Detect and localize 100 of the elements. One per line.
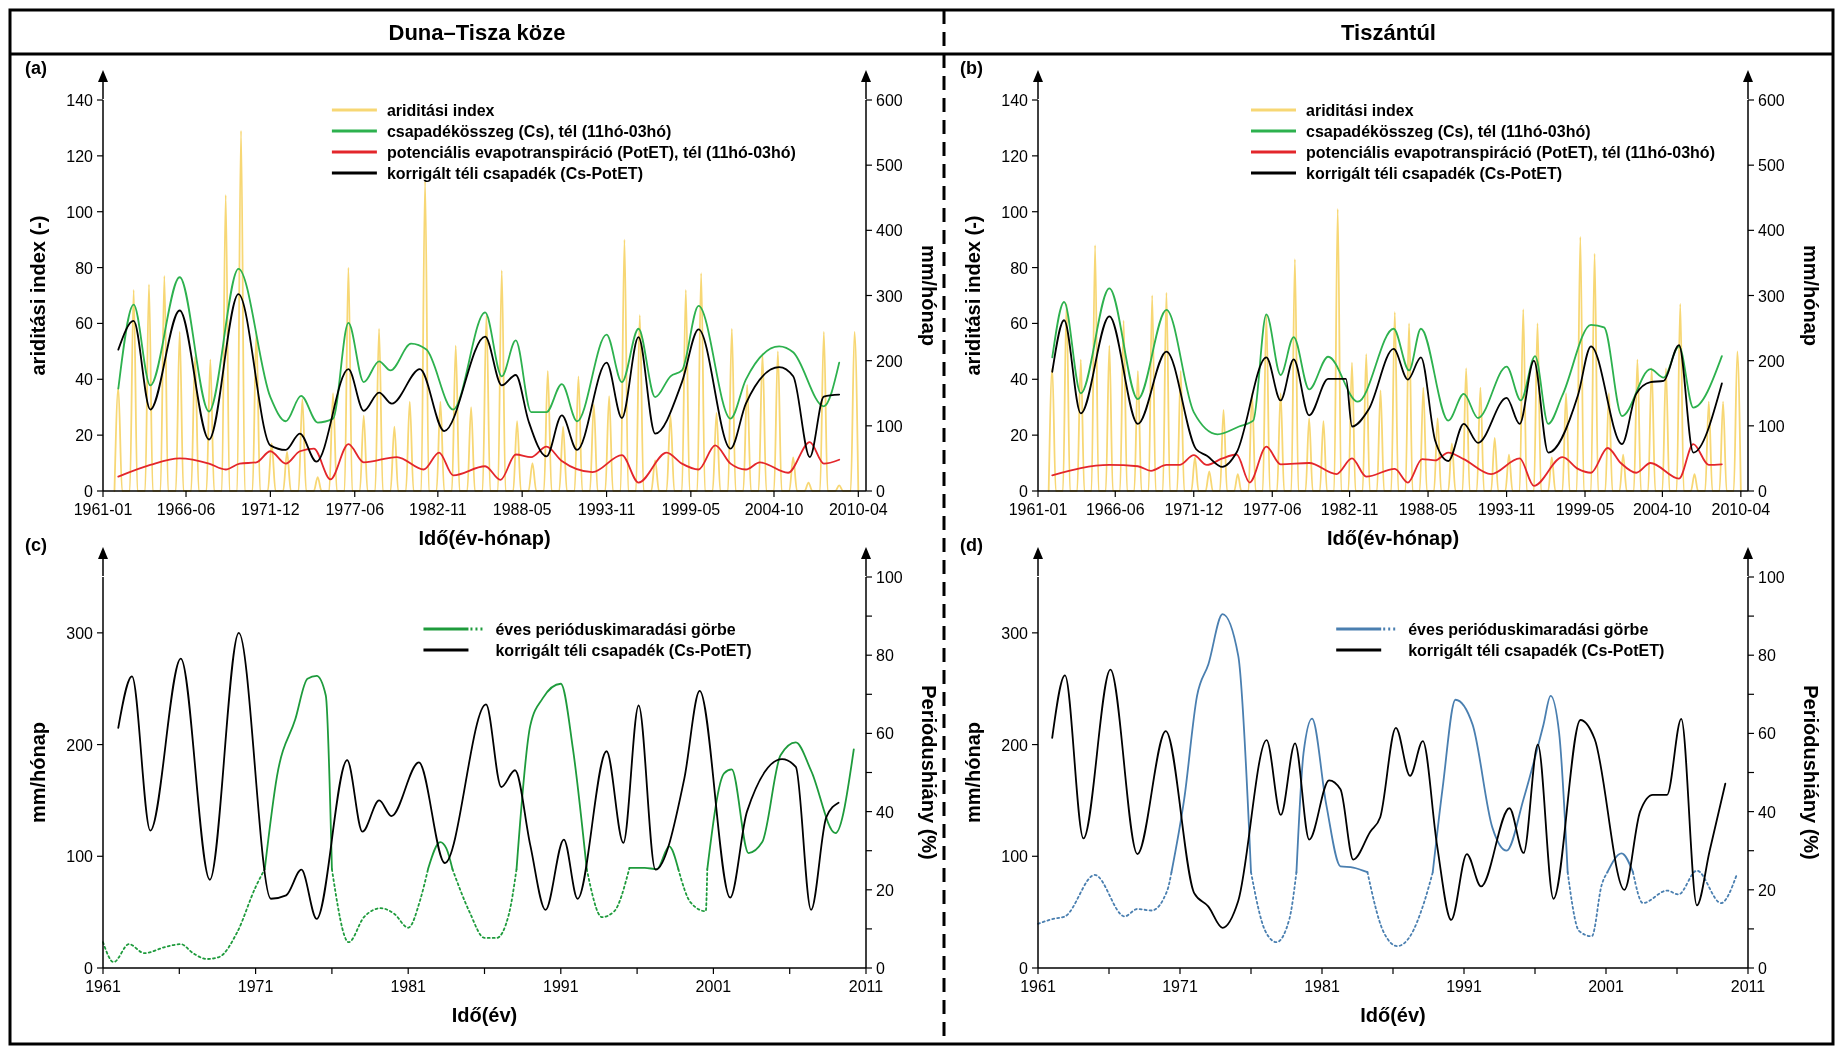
x-tick-label: 1977-06 (1242, 501, 1302, 518)
x-tick-label: 2010-04 (828, 501, 888, 518)
y2-tick-label: 100 (876, 569, 903, 586)
y2-tick-label: 60 (876, 725, 894, 743)
x-tick-label: 1961 (1020, 978, 1056, 995)
x-tick-label: 1999-05 (1555, 501, 1615, 518)
y-tick-label: 200 (66, 736, 94, 754)
line-series (117, 293, 841, 463)
legend-label: korrigált téli csapadék (Cs-PotET) (1306, 165, 1563, 182)
legend-label: potenciális evapotranspiráció (PotET), tél (11hó-03hó) (1306, 144, 1715, 161)
y2-tick-label: 500 (1758, 157, 1785, 175)
text: (a) (25, 58, 47, 78)
x-axis-title: Idő(év) (1360, 1004, 1426, 1026)
y2-tick-label: 40 (1758, 803, 1776, 821)
x-tick-label: 1988-05 (1398, 501, 1458, 518)
y2-axis-title: Periódushiány (%) (1800, 685, 1822, 860)
y-tick-label: 20 (1010, 427, 1029, 445)
line-series (1051, 287, 1723, 436)
x-tick-label: 1991 (543, 978, 579, 995)
line-series (1051, 315, 1723, 468)
x-tick-label: 1971 (237, 978, 274, 995)
y-tick-label: 120 (1001, 147, 1029, 165)
y-axis-title: mm/hónap (27, 721, 49, 824)
x-axis-title: Idő(év-hónap) (418, 527, 551, 549)
y2-tick-label: 100 (1758, 569, 1785, 586)
y-tick-label: 300 (1001, 624, 1029, 642)
y-tick-label: 0 (84, 960, 94, 977)
legend-label: csapadékösszeg (Cs), tél (11hó-03hó) (1306, 123, 1591, 140)
y2-tick-label: 80 (1758, 647, 1776, 665)
y-tick-label: 20 (75, 427, 94, 445)
y-axis-title: ariditási index (-) (962, 215, 984, 376)
y2-tick-label: 80 (876, 647, 894, 665)
x-tick-label: 2011 (1730, 978, 1766, 995)
line-series (1051, 668, 1727, 929)
legend-label: ariditási index (1306, 102, 1414, 119)
y-tick-label: 200 (1001, 736, 1029, 754)
x-tick-label: 1982-11 (409, 501, 467, 518)
y-tick-label: 140 (1001, 92, 1029, 109)
x-tick-label: 1961-01 (73, 501, 133, 518)
y-tick-label: 40 (1010, 371, 1029, 389)
y-tick-label: 60 (75, 315, 94, 333)
y-tick-label: 0 (84, 483, 94, 500)
y2-tick-label: 600 (876, 92, 903, 109)
x-tick-label: 1981 (390, 978, 427, 995)
y-tick-label: 140 (66, 92, 94, 109)
x-tick-label: 1961-01 (1008, 501, 1068, 518)
legend-label: korrigált téli csapadék (Cs-PotET) (1408, 642, 1665, 659)
x-tick-label: 1991 (1446, 978, 1482, 995)
y2-tick-label: 400 (1758, 222, 1785, 240)
y2-tick-label: 0 (1758, 483, 1767, 500)
y2-tick-label: 500 (876, 157, 903, 175)
line-series (1051, 443, 1723, 487)
y-axis-title: mm/hónap (962, 721, 984, 824)
y2-tick-label: 20 (876, 881, 894, 899)
y-tick-label: 80 (1010, 259, 1029, 277)
x-tick-label: 2004-10 (1633, 501, 1692, 518)
x-tick-label: 2010-04 (1711, 501, 1771, 518)
x-tick-label: 1999-05 (661, 501, 721, 518)
y-tick-label: 100 (66, 203, 94, 221)
chart-title: Duna–Tisza köze (388, 20, 566, 45)
legend-label: ariditási index (386, 102, 495, 119)
y-tick-label: 0 (1019, 483, 1029, 500)
y-tick-label: 80 (75, 259, 94, 277)
text: (b) (960, 58, 983, 78)
y2-tick-label: 0 (876, 483, 885, 500)
y2-tick-label: 300 (876, 287, 903, 305)
line-series (117, 441, 841, 484)
x-tick-label: 1971 (1162, 978, 1198, 995)
x-tick-label: 1977-06 (325, 501, 385, 518)
text: (d) (960, 535, 983, 555)
x-tick-label: 1988-05 (492, 501, 552, 518)
y2-axis-title: mm/hónap (1800, 244, 1822, 347)
line-series (1047, 208, 1742, 492)
x-tick-label: 2001 (1588, 978, 1624, 995)
y2-tick-label: 100 (876, 417, 903, 435)
x-tick-label: 2004-10 (744, 501, 804, 518)
legend-label: korrigált téli csapadék (Cs-PotET) (495, 642, 752, 659)
y-axis-title: ariditási index (-) (27, 215, 49, 376)
y2-tick-label: 300 (1758, 287, 1785, 305)
x-tick-label: 1961 (85, 978, 121, 995)
legend-label: éves perióduskimaradási görbe (1408, 621, 1649, 638)
y2-tick-label: 200 (1758, 352, 1785, 370)
text: (c) (25, 535, 47, 555)
y2-tick-label: 20 (1758, 881, 1776, 899)
x-tick-label: 1966-06 (156, 501, 216, 518)
x-tick-label: 2011 (848, 978, 884, 995)
y2-tick-label: 0 (1758, 960, 1767, 977)
x-tick-label: 1982-11 (1320, 501, 1379, 518)
y-tick-label: 120 (66, 147, 94, 165)
legend-label: csapadékösszeg (Cs), tél (11hó-03hó) (386, 123, 672, 140)
y2-axis-title: Periódushiány (%) (918, 685, 940, 860)
y2-tick-label: 60 (1758, 725, 1776, 743)
y-tick-label: 100 (1001, 848, 1029, 866)
y-tick-label: 40 (75, 371, 94, 389)
y-tick-label: 100 (66, 848, 94, 866)
y-tick-label: 300 (66, 624, 94, 642)
x-axis-title: Idő(év) (451, 1004, 518, 1026)
y2-tick-label: 600 (1758, 92, 1785, 109)
x-tick-label: 2001 (695, 978, 732, 995)
y2-tick-label: 0 (876, 960, 885, 977)
